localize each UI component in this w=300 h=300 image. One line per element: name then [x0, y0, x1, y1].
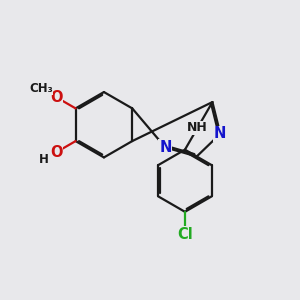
Text: Cl: Cl: [177, 227, 193, 242]
Text: N: N: [214, 126, 226, 141]
Text: O: O: [50, 145, 63, 160]
Text: CH₃: CH₃: [29, 82, 53, 95]
Text: N: N: [159, 140, 172, 155]
Text: O: O: [50, 90, 63, 105]
Text: NH: NH: [187, 121, 208, 134]
Text: H: H: [38, 153, 48, 166]
